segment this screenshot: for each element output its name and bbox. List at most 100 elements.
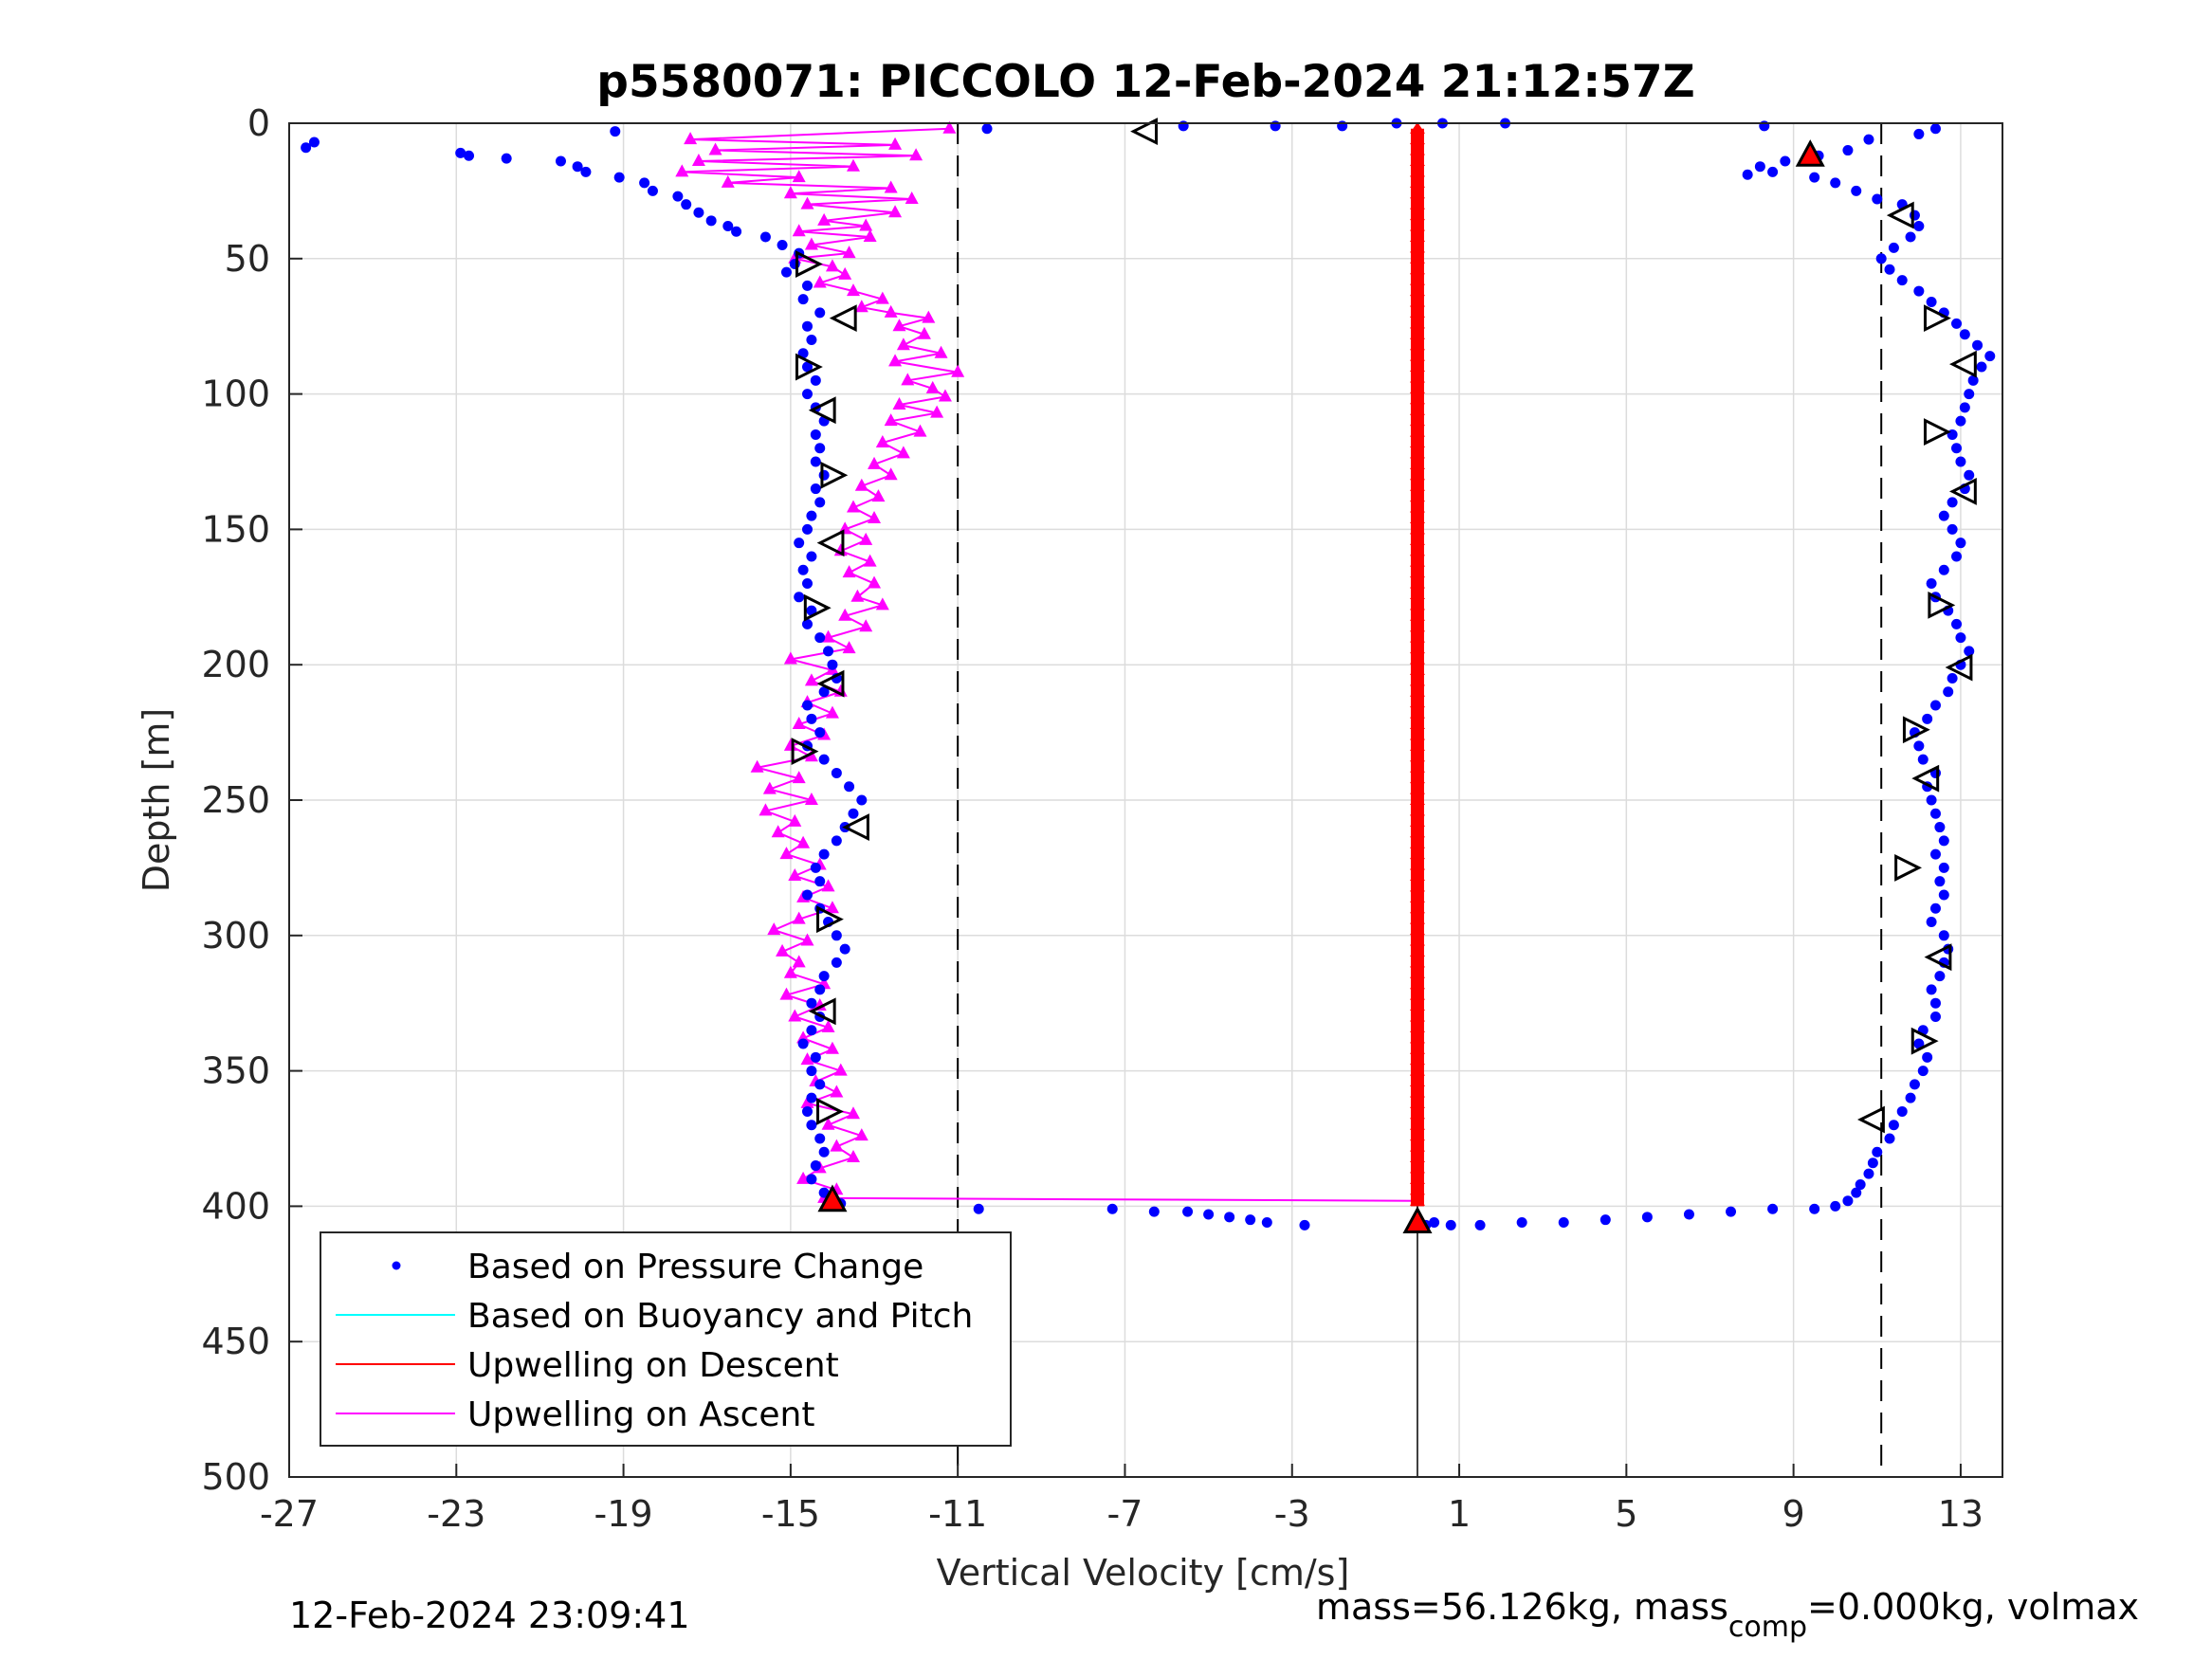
pressure-point	[1909, 210, 1920, 221]
pressure-point	[814, 443, 826, 454]
legend-swatch	[392, 1261, 401, 1270]
x-tick-label: -7	[1107, 1493, 1143, 1535]
ascent-point	[888, 205, 903, 218]
descent-point	[1409, 609, 1425, 621]
triangle-marker	[1923, 418, 1951, 447]
triangle-marker	[795, 250, 823, 278]
ascent-point	[863, 228, 877, 242]
pressure-point	[759, 231, 771, 243]
ascent-point	[825, 1041, 839, 1054]
pressure-point	[1683, 1209, 1694, 1220]
triangle-marker	[1948, 350, 1977, 378]
ascent-point	[951, 364, 965, 377]
ascent-point	[838, 608, 852, 621]
ascent-point	[846, 1106, 860, 1120]
pressure-point	[1926, 794, 1937, 806]
ascent-point	[892, 397, 906, 410]
ascent-point	[896, 337, 910, 351]
descent-point	[1409, 263, 1425, 275]
descent-point	[1409, 1042, 1425, 1054]
ascent-point	[930, 405, 944, 418]
pressure-point	[1959, 402, 1970, 413]
ascent-point	[917, 326, 931, 339]
triangle-marker	[1902, 716, 1930, 744]
descent-point	[1409, 381, 1425, 393]
descent-point	[1409, 219, 1425, 231]
mass-tail: =0.000kg, volmax	[1807, 1586, 2139, 1628]
descent-point	[1409, 305, 1425, 318]
ascent-point	[884, 180, 898, 193]
descent-point	[1409, 880, 1425, 892]
pressure-point	[806, 1092, 817, 1103]
descent-point	[1409, 999, 1425, 1012]
pressure-point	[806, 1120, 817, 1131]
ascent-point	[863, 554, 877, 567]
x-tick-label: -15	[761, 1493, 820, 1535]
pressure-point	[1984, 351, 1996, 362]
pressure-point	[1964, 469, 1975, 481]
filled-triangle-marker	[1795, 139, 1825, 167]
pressure-point	[1967, 374, 1979, 386]
descent-point	[1409, 804, 1425, 816]
ascent-point	[875, 291, 889, 304]
ascent-point	[804, 749, 818, 762]
descent-point	[1409, 1053, 1425, 1066]
triangle-marker	[1886, 201, 1914, 229]
filled-triangle-marker	[1402, 1206, 1433, 1234]
pressure-point	[672, 191, 684, 202]
pressure-point	[639, 177, 650, 189]
pressure-point	[1851, 1187, 1862, 1198]
pressure-point	[1872, 1146, 1883, 1158]
pressure-point	[1445, 1219, 1456, 1231]
legend-label: Upwelling on Ascent	[467, 1395, 814, 1434]
x-tick-label: 5	[1615, 1493, 1637, 1535]
descent-point	[1409, 587, 1425, 599]
pressure-point	[806, 1066, 817, 1077]
footer-timestamp: 12-Feb-2024 23:09:41	[289, 1595, 690, 1636]
pressure-point	[1884, 1133, 1895, 1144]
triangle-marker	[842, 813, 869, 841]
ascent-point	[859, 532, 873, 545]
pressure-point	[814, 876, 826, 887]
ascent-point	[868, 575, 882, 589]
ascent-point	[708, 142, 722, 155]
descent-point	[1409, 642, 1425, 654]
ascent-point	[779, 987, 794, 1000]
ascent-point	[842, 641, 856, 654]
legend-label: Based on Buoyancy and Pitch	[467, 1297, 973, 1336]
ascent-point	[909, 148, 923, 161]
pressure-point	[827, 659, 838, 670]
ascent-point	[675, 164, 689, 177]
x-tick-label: -3	[1274, 1493, 1310, 1535]
ascent-point	[896, 446, 910, 459]
pressure-point	[501, 153, 512, 164]
pressure-point	[1875, 253, 1887, 264]
descent-point	[1409, 544, 1425, 556]
legend-label: Based on Pressure Change	[467, 1248, 923, 1286]
pressure-point	[1955, 632, 1966, 644]
ascent-point	[830, 1139, 844, 1152]
descent-point	[1409, 1020, 1425, 1032]
triangle-marker	[808, 997, 836, 1026]
pressure-point	[806, 1174, 817, 1185]
pressure-point	[973, 1203, 984, 1214]
pressure-point	[1842, 1195, 1854, 1207]
ascent-point	[788, 1009, 802, 1022]
pressure-point	[1182, 1206, 1194, 1217]
descent-point	[1409, 175, 1425, 188]
ascent-point	[901, 373, 915, 386]
pressure-point	[806, 510, 817, 521]
descent-point	[1409, 447, 1425, 459]
triangle-marker	[820, 461, 849, 489]
ascent-point	[850, 589, 865, 602]
y-tick-label: 350	[201, 1050, 270, 1092]
ascent-point	[821, 879, 835, 892]
descent-point	[1409, 782, 1425, 794]
triangle-marker	[1945, 653, 1973, 682]
ascent-point	[925, 380, 940, 393]
ascent-point	[922, 310, 936, 323]
pressure-point	[802, 889, 814, 901]
ascent-point	[884, 304, 898, 318]
pressure-point	[818, 1146, 830, 1158]
pressure-point	[1905, 231, 1916, 243]
